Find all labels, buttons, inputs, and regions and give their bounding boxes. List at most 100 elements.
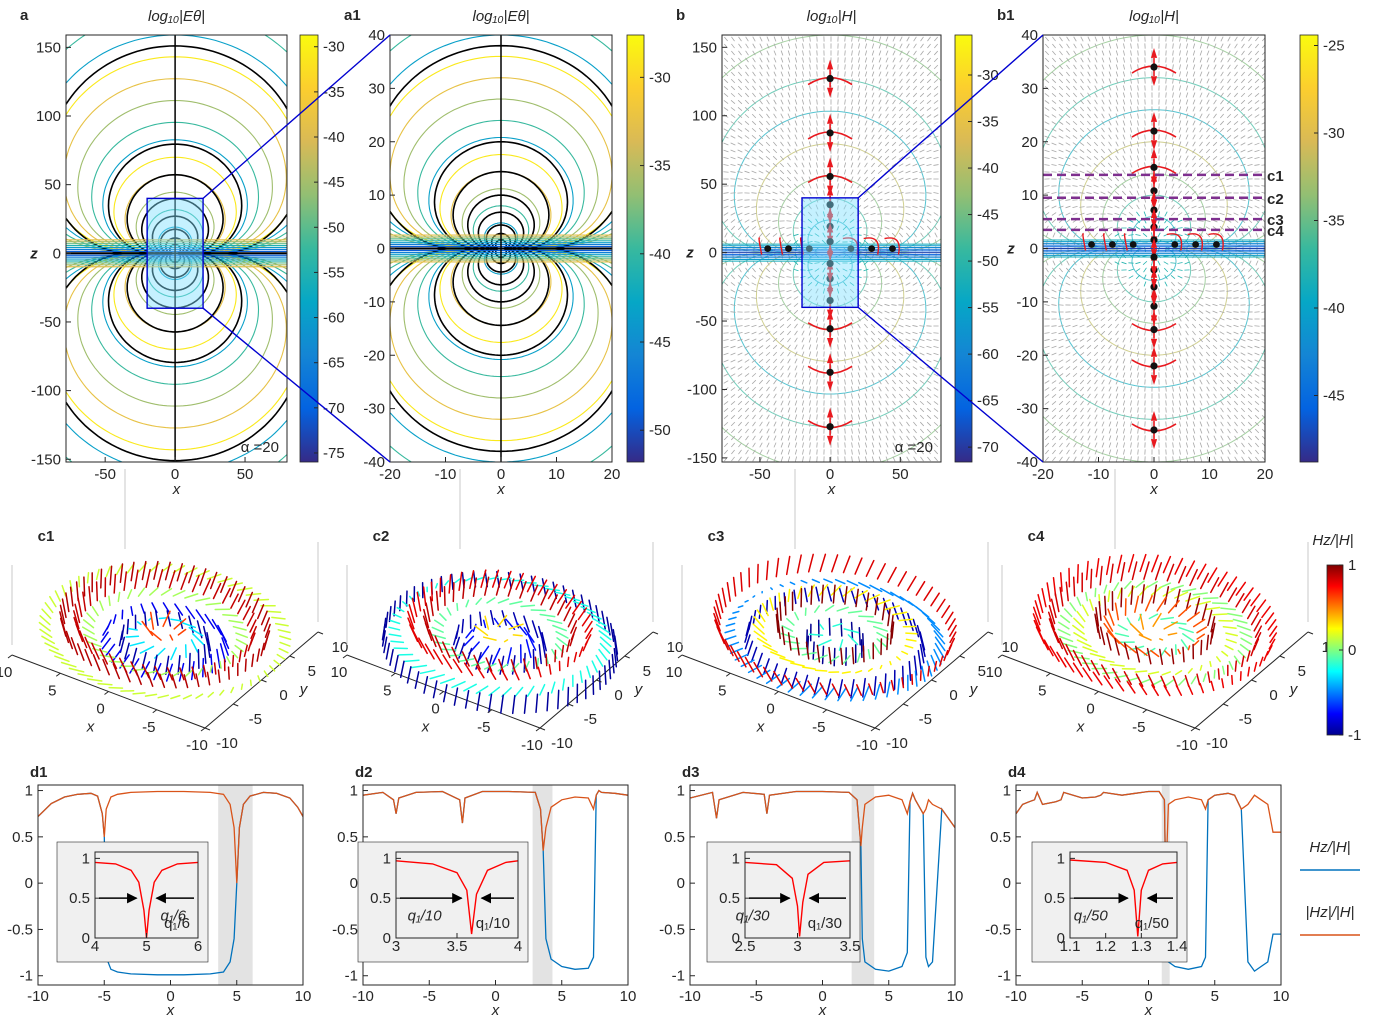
vector-arrow <box>1079 212 1085 216</box>
vector-arrow <box>1212 134 1218 140</box>
vector-arrow <box>1044 191 1050 195</box>
vector-arrow <box>758 311 764 313</box>
vector-arrow-3d <box>244 658 247 672</box>
vector-arrow <box>752 43 756 49</box>
vector-arrow <box>724 36 728 42</box>
vector-arrow <box>1219 226 1225 230</box>
vector-arrow <box>816 337 818 343</box>
vector-arrow <box>814 262 820 264</box>
vector-arrow <box>885 428 889 434</box>
vector-arrow <box>752 442 756 448</box>
vector-arrow <box>1171 148 1175 154</box>
vector-arrow <box>891 191 897 195</box>
vector-arrow <box>1165 407 1167 413</box>
vector-arrow <box>1198 162 1204 168</box>
vector-arrow-3d <box>86 678 103 682</box>
vector-arrow <box>857 330 861 336</box>
vector-arrow <box>809 106 811 112</box>
vector-arrow <box>1080 400 1084 406</box>
vector-arrow <box>1219 310 1225 314</box>
vector-arrow <box>780 379 784 385</box>
vector-arrow <box>1233 372 1239 378</box>
vector-arrow <box>1059 442 1063 448</box>
vector-arrow <box>1136 281 1140 287</box>
vector-arrow-3d <box>251 653 255 668</box>
vector-arrow <box>1261 373 1265 376</box>
vector-arrow <box>1192 78 1196 84</box>
vector-arrow <box>905 149 911 153</box>
vector-arrow <box>1137 351 1139 357</box>
vector-arrow-3d <box>402 601 409 607</box>
vector-arrow <box>837 351 839 357</box>
vector-arrow-3d <box>170 618 184 622</box>
vector-arrow <box>933 205 939 209</box>
x-axis-label: x <box>1149 481 1158 498</box>
vector-arrow <box>891 141 897 147</box>
vector-arrow <box>1206 141 1210 147</box>
vector-arrow <box>933 149 939 153</box>
vector-arrow <box>1185 113 1189 119</box>
vector-arrow <box>816 141 818 147</box>
vector-arrow <box>1129 113 1133 119</box>
vector-arrow <box>849 261 855 265</box>
vector-arrow <box>1198 169 1204 175</box>
vector-arrow <box>919 205 925 209</box>
vector-arrow <box>1137 148 1139 154</box>
vector-arrow <box>737 304 743 306</box>
vector-arrow <box>1226 290 1232 292</box>
vector-arrow <box>1065 219 1071 223</box>
vector-arrow <box>1122 400 1126 406</box>
vector-arrow <box>1101 141 1105 147</box>
vector-arrow <box>780 92 784 98</box>
vector-arrow <box>1058 282 1064 286</box>
vector-arrow-3d <box>554 649 557 663</box>
vector-arrow <box>913 71 917 77</box>
vector-arrow <box>878 365 882 371</box>
vector-arrow <box>1093 148 1099 154</box>
vector-arrow <box>912 282 918 286</box>
vector-arrow-3d <box>464 690 470 709</box>
vector-arrow <box>1115 400 1119 406</box>
vector-arrow <box>837 365 839 371</box>
arrow-head <box>1150 112 1158 122</box>
vector-arrow <box>878 358 882 364</box>
vector-arrow <box>1226 177 1232 181</box>
x-tick-label: 20 <box>604 466 621 483</box>
vector-arrow <box>878 372 882 378</box>
vector-arrow <box>1220 379 1224 385</box>
vector-arrow <box>816 372 818 378</box>
vector-arrow <box>823 204 825 210</box>
y-tick-label: -40 <box>1016 454 1038 471</box>
vector-arrow <box>1219 372 1225 378</box>
red-arc <box>779 237 784 255</box>
panel-title: log₁₀|Eθ| <box>148 8 205 25</box>
vector-arrow-3d <box>44 642 59 651</box>
vector-arrow <box>1122 379 1126 385</box>
vector-arrow <box>1114 183 1120 189</box>
vector-arrow <box>1079 290 1085 292</box>
vector-arrow <box>738 64 742 70</box>
arrow-head <box>1150 410 1158 421</box>
vector-arrow <box>851 428 853 434</box>
vector-arrow <box>1227 36 1231 42</box>
vector-arrow <box>1199 50 1203 56</box>
vector-arrow <box>1199 134 1203 140</box>
vector-arrow <box>863 220 869 222</box>
vector-arrow <box>1115 414 1119 420</box>
vector-arrow <box>1044 212 1050 216</box>
vector-arrow <box>730 149 736 153</box>
vector-arrow <box>808 372 812 378</box>
vector-arrow <box>1122 106 1126 112</box>
vector-arrow <box>1114 289 1120 293</box>
vector-arrow <box>807 261 813 265</box>
vector-arrow <box>772 317 778 321</box>
vector-arrow <box>1044 359 1050 363</box>
vector-arrow <box>1261 394 1265 398</box>
vector-arrow <box>1122 141 1126 147</box>
vector-arrow <box>884 198 890 202</box>
vector-arrow <box>766 85 770 91</box>
vector-arrow-3d <box>177 655 181 675</box>
vector-arrow <box>1240 380 1246 384</box>
vector-arrow-3d <box>60 661 77 668</box>
vector-arrow <box>1086 192 1092 194</box>
